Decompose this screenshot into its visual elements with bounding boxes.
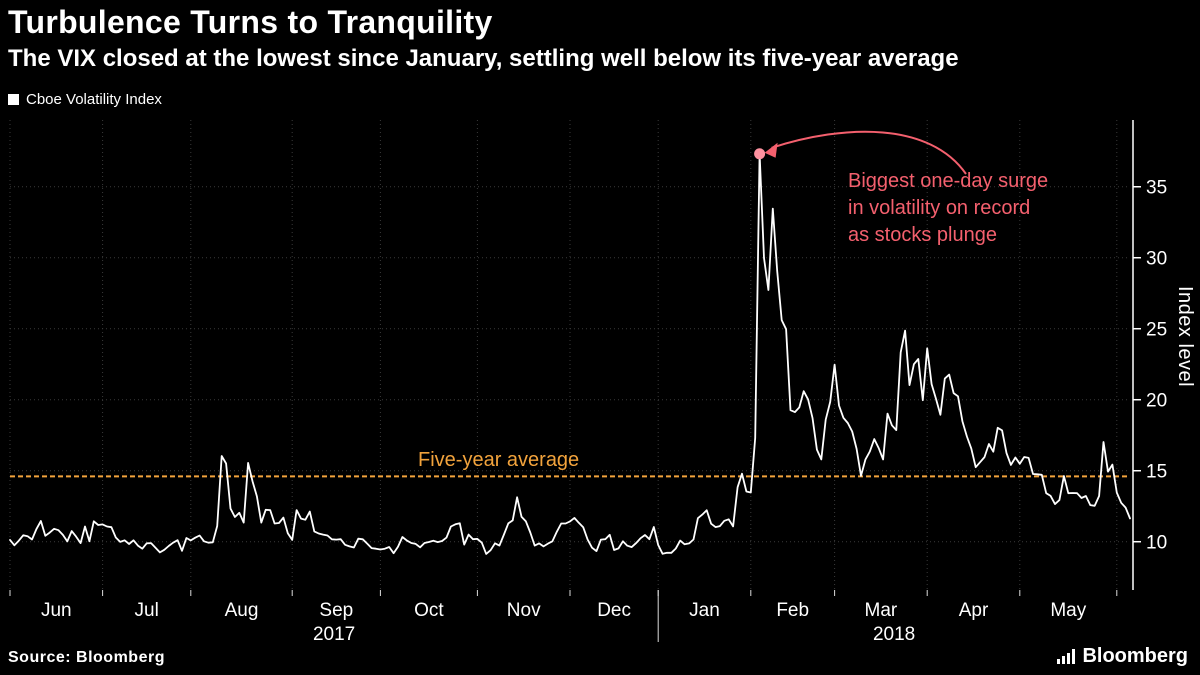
svg-text:Nov: Nov [507,600,541,621]
peak-annotation: Biggest one-day surge in volatility on r… [848,168,1048,249]
svg-text:15: 15 [1146,462,1167,483]
svg-text:10: 10 [1146,533,1167,554]
annotation-line-1: Biggest one-day surge [848,170,1049,192]
svg-text:30: 30 [1146,249,1167,270]
svg-text:Aug: Aug [225,600,259,621]
svg-text:Oct: Oct [414,600,444,621]
svg-text:Jul: Jul [135,600,159,621]
annotation-line-3: as stocks plunge [848,224,997,246]
svg-text:May: May [1050,600,1086,621]
y-axis-label: Index level [1174,286,1196,388]
bloomberg-logo-icon [1057,649,1076,664]
bloomberg-logo-text: Bloomberg [1082,645,1188,667]
bloomberg-logo: Bloomberg [1057,645,1188,668]
svg-text:Mar: Mar [865,600,898,621]
svg-text:Jan: Jan [689,600,720,621]
legend-swatch-icon [8,94,19,105]
svg-text:20: 20 [1146,391,1167,412]
source-label: Source: Bloomberg [8,649,165,666]
legend-label: Cboe Volatility Index [26,91,162,108]
chart-title: Turbulence Turns to Tranquility [8,4,493,40]
svg-text:Dec: Dec [597,600,631,621]
annotation-line-2: in volatility on record [848,197,1031,219]
average-line-label: Five-year average [418,449,580,471]
svg-text:35: 35 [1146,178,1167,199]
svg-text:Sep: Sep [319,600,353,621]
svg-text:Feb: Feb [776,600,809,621]
vix-line-chart: 10 15 20 25 30 35 Jun Jul Aug Sep Oct Nov Dec Jan Feb M… [9,120,1167,645]
svg-text:Apr: Apr [959,600,989,621]
svg-text:2017: 2017 [313,624,355,645]
chart-subtitle: The VIX closed at the lowest since Janua… [8,45,959,72]
svg-text:2018: 2018 [873,624,915,645]
svg-text:25: 25 [1146,320,1167,341]
svg-text:Jun: Jun [41,600,72,621]
legend: Cboe Volatility Index [8,91,162,108]
